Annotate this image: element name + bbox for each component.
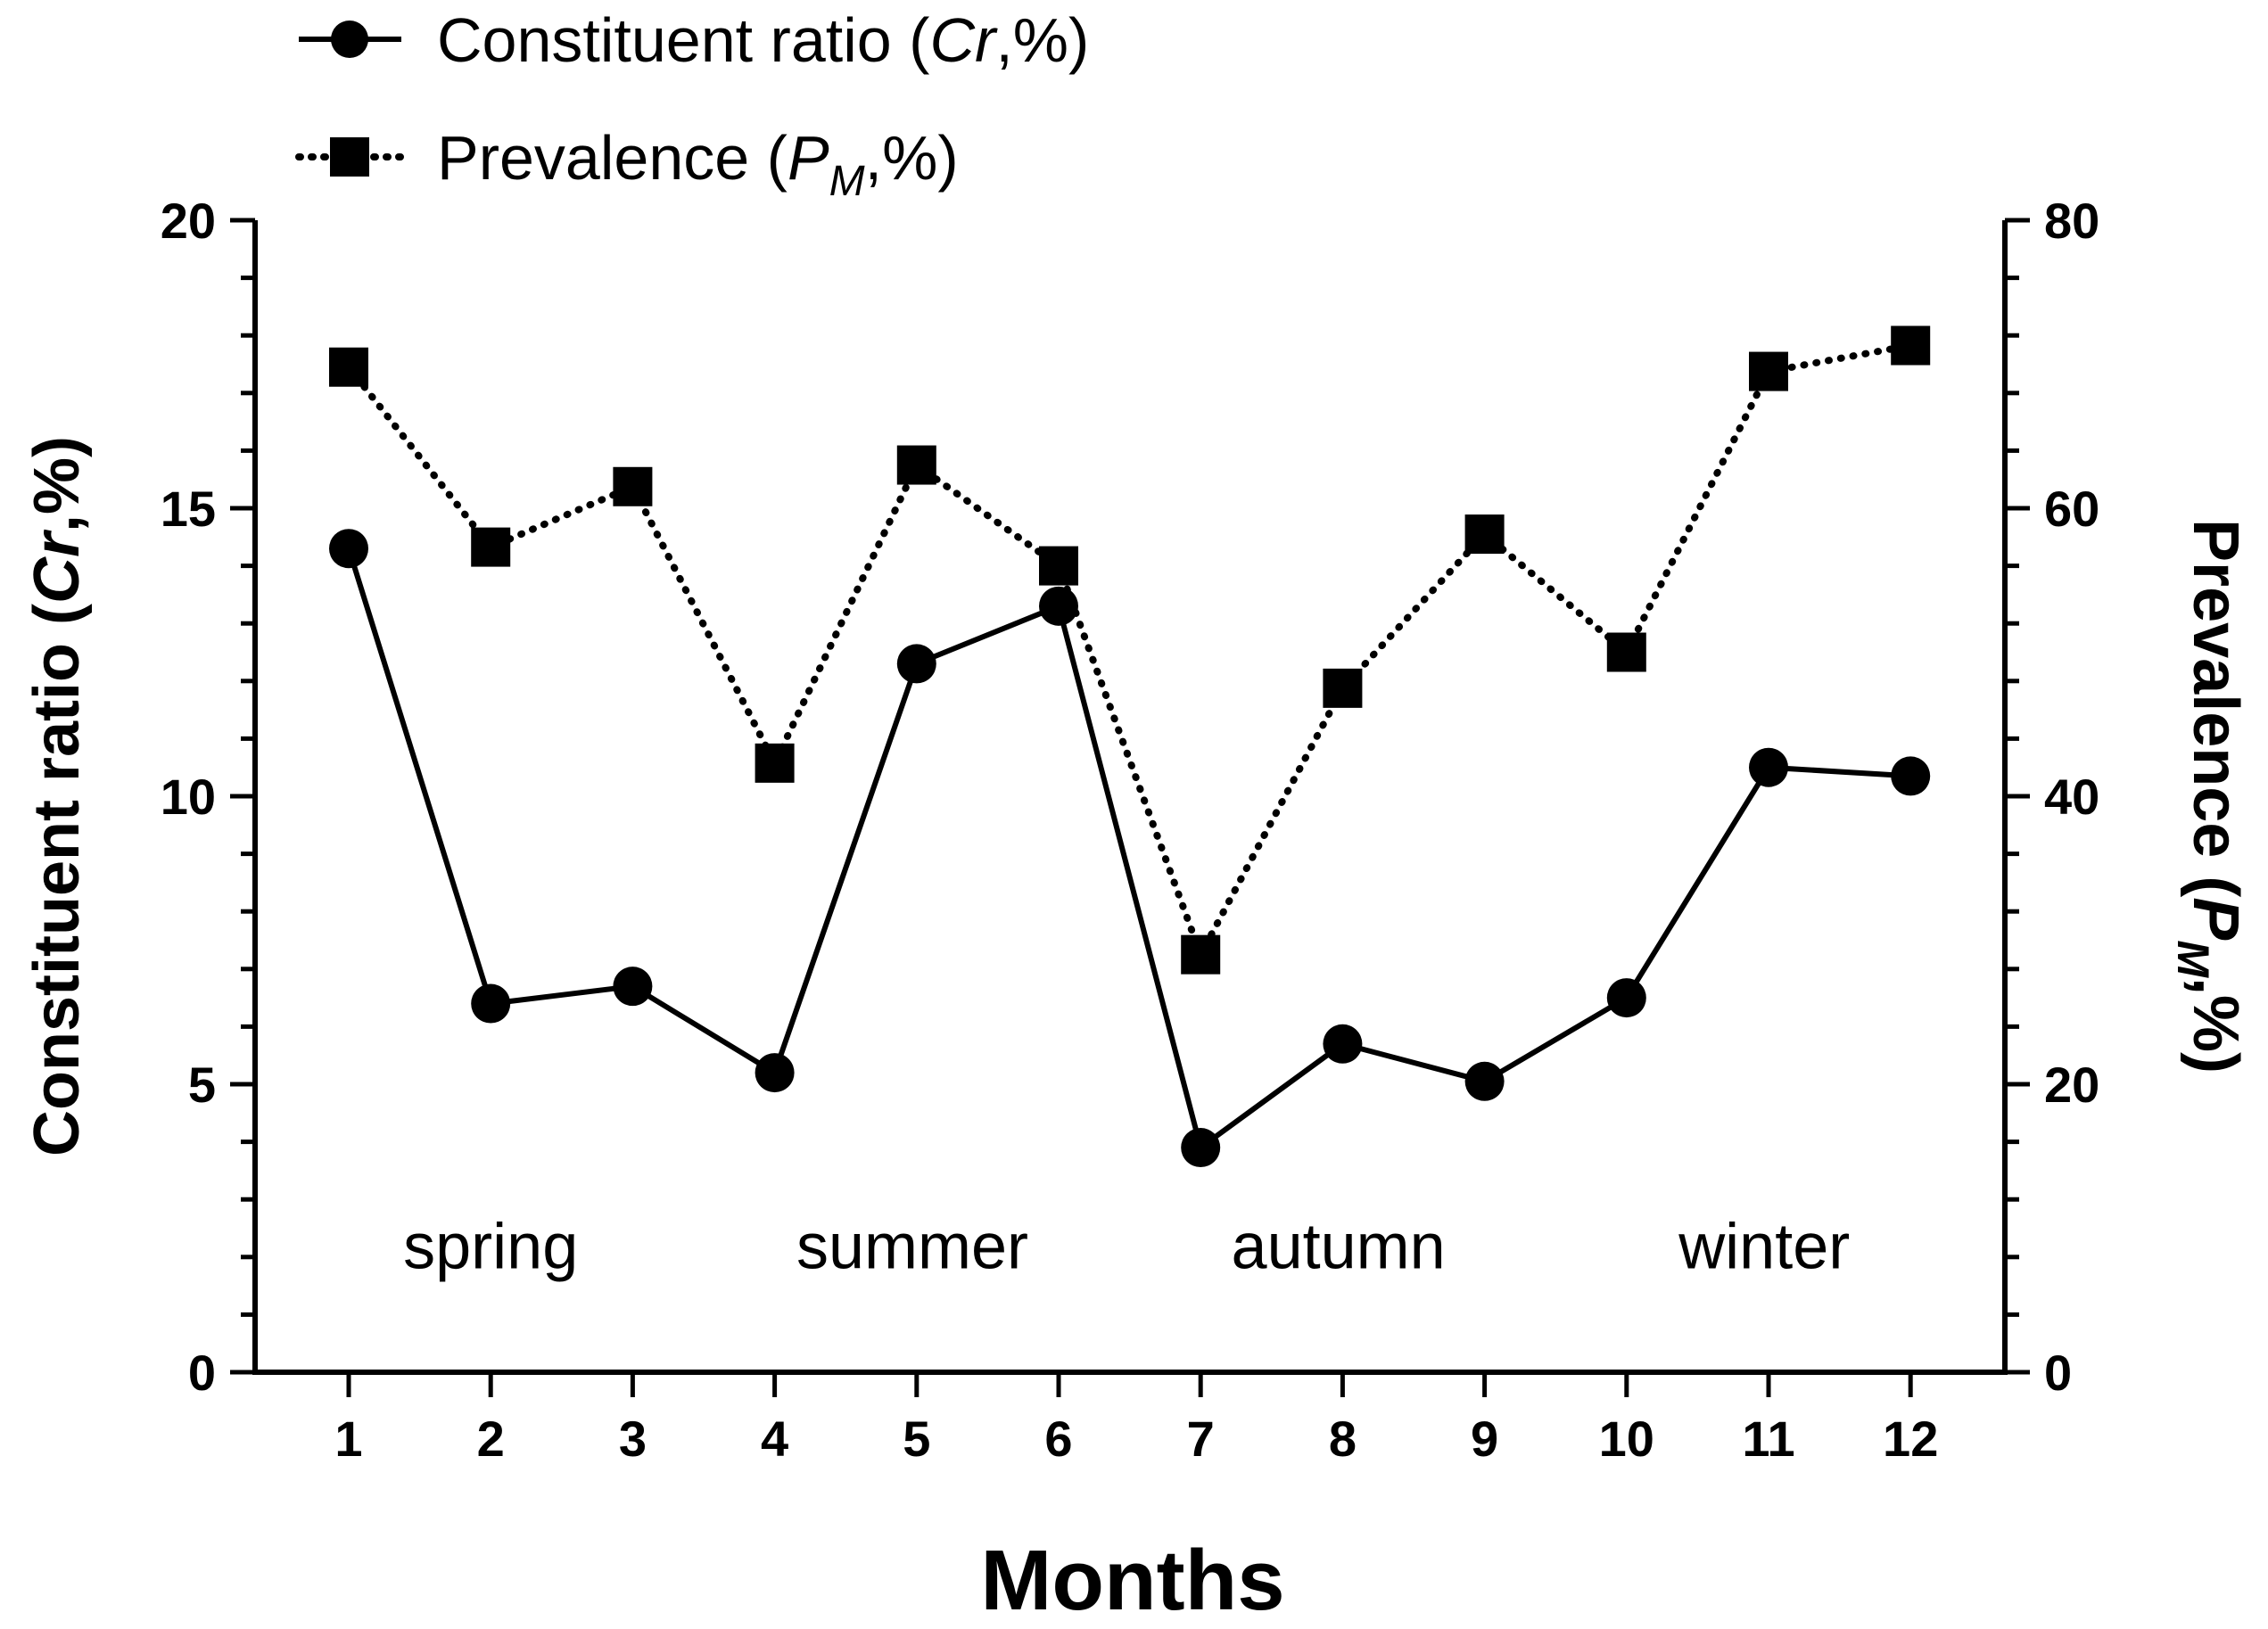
data-point-square [1181, 934, 1221, 975]
data-point-square [1039, 546, 1078, 586]
legend-marker-square [330, 137, 369, 177]
data-point-circle [1749, 747, 1788, 787]
legend-label-constituent-ratio: Constituent ratio (Cr,%) [437, 5, 1089, 75]
season-annotations: spring summer autumn winter [403, 1212, 1850, 1283]
x-tick-label: 11 [1742, 1411, 1794, 1467]
data-point-circle [1181, 1128, 1221, 1168]
data-point-circle [1464, 1061, 1505, 1101]
x-tick-label: 12 [1883, 1411, 1938, 1467]
data-point-circle [755, 1053, 795, 1093]
data-point-circle [1323, 1024, 1363, 1064]
legend-label-prevalence: Prevalence (PM,%) [437, 123, 959, 205]
legend-marker-circle [331, 21, 368, 58]
data-point-square [1749, 351, 1788, 391]
y-tick-label: 0 [188, 1345, 216, 1401]
left-axis-ticks: 0 5 10 15 20 [161, 193, 255, 1401]
data-point-circle [896, 644, 936, 684]
axes [252, 220, 2008, 1375]
legend: Constituent ratio (Cr,%) Prevalence (PM,… [295, 5, 1089, 205]
x-tick-label: 7 [1187, 1411, 1215, 1467]
y2-tick-label: 60 [2044, 481, 2099, 537]
x-tick-label: 4 [761, 1411, 788, 1467]
y-axis-title: Constituent ratio (Cr,%) [21, 436, 93, 1156]
series-line [346, 547, 1911, 1151]
data-point-square [755, 743, 795, 783]
data-point-circle [1606, 978, 1646, 1018]
x-tick-label: 6 [1044, 1411, 1072, 1467]
right-axis-ticks: 0 20 40 60 80 [2005, 193, 2099, 1401]
y-tick-label: 10 [161, 769, 216, 825]
season-label-spring: spring [403, 1212, 578, 1283]
y-tick-label: 15 [161, 481, 216, 537]
x-tick-label: 10 [1599, 1411, 1654, 1467]
data-point-square [613, 466, 653, 506]
data-point-circle [329, 529, 368, 569]
x-axis-ticks: 1 2 3 4 5 6 7 8 9 10 11 12 [334, 1372, 1938, 1467]
y2-tick-label: 80 [2044, 193, 2099, 249]
x-tick-label: 2 [477, 1411, 505, 1467]
data-point-square [1891, 325, 1931, 366]
y2-tick-label: 0 [2044, 1345, 2072, 1401]
data-point-square [329, 347, 368, 387]
series-line [345, 341, 1915, 964]
y-tick-label: 5 [188, 1057, 216, 1113]
y2-tick-label: 40 [2044, 769, 2099, 825]
season-label-summer: summer [796, 1212, 1028, 1283]
data-point-square [1323, 668, 1363, 708]
series-constituent-ratio [329, 529, 1931, 1168]
data-point-circle [471, 983, 511, 1024]
x-axis-title: Months [980, 1533, 1284, 1628]
data-point-square [471, 527, 511, 567]
series-layer [329, 325, 1931, 1168]
y-tick-label: 20 [161, 193, 216, 249]
x-tick-label: 8 [1329, 1411, 1357, 1467]
data-point-square [1464, 514, 1505, 555]
x-tick-label: 3 [619, 1411, 647, 1467]
y2-axis-title: Prevalence (PM,%) [2168, 519, 2251, 1074]
data-point-circle [1039, 586, 1078, 626]
season-label-autumn: autumn [1232, 1212, 1446, 1283]
season-label-winter: winter [1678, 1212, 1850, 1283]
series-prevalence [329, 325, 1931, 975]
data-point-square [1606, 632, 1646, 672]
x-tick-label: 1 [334, 1411, 362, 1467]
x-tick-label: 5 [903, 1411, 930, 1467]
data-point-circle [1891, 756, 1931, 796]
y2-tick-label: 20 [2044, 1057, 2099, 1113]
data-point-circle [613, 967, 653, 1007]
x-tick-label: 9 [1471, 1411, 1498, 1467]
data-point-square [896, 445, 936, 485]
